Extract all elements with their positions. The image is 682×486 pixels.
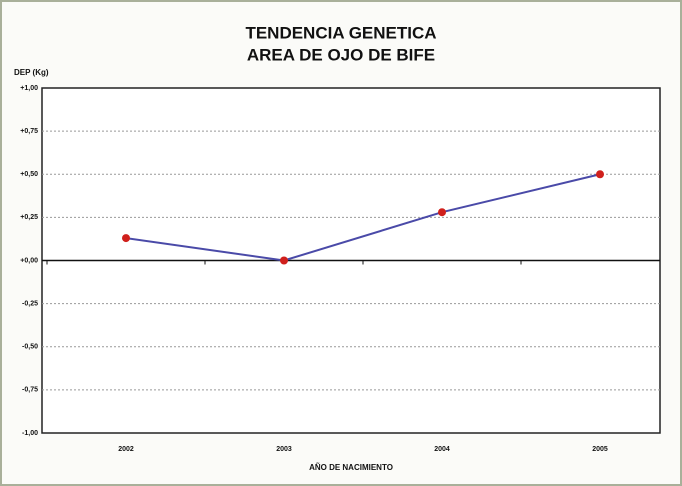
- y-tick-label: +0,50: [20, 171, 38, 178]
- y-tick-label: -1,00: [22, 430, 38, 437]
- y-tick-label: +0,25: [20, 214, 38, 221]
- line: [125, 173, 601, 262]
- marker: [122, 234, 130, 243]
- x-axis-label: AÑO DE NACIMIENTO: [309, 463, 393, 472]
- y-tick-label: -0,75: [22, 387, 38, 394]
- chart-title: AREA DE OJO DE BIFE: [247, 45, 435, 64]
- chart-title: TENDENCIA GENETICA: [245, 23, 436, 42]
- y-tick-label: -0,50: [22, 344, 38, 351]
- y-tick-label: +0,00: [20, 257, 38, 264]
- marker: [596, 170, 604, 179]
- y-tick-label: +0,75: [20, 128, 38, 135]
- x-tick-label: 2003: [276, 446, 292, 453]
- x-tick-label: 2005: [592, 446, 608, 453]
- marker: [438, 208, 446, 217]
- y-tick-label: -0,25: [22, 300, 38, 307]
- y-tick-label: +1,00: [20, 85, 38, 92]
- x-tick-label: 2002: [118, 446, 134, 453]
- marker: [280, 256, 288, 265]
- x-tick-label: 2004: [434, 446, 450, 453]
- y-axis-label: DEP (Kg): [14, 68, 49, 77]
